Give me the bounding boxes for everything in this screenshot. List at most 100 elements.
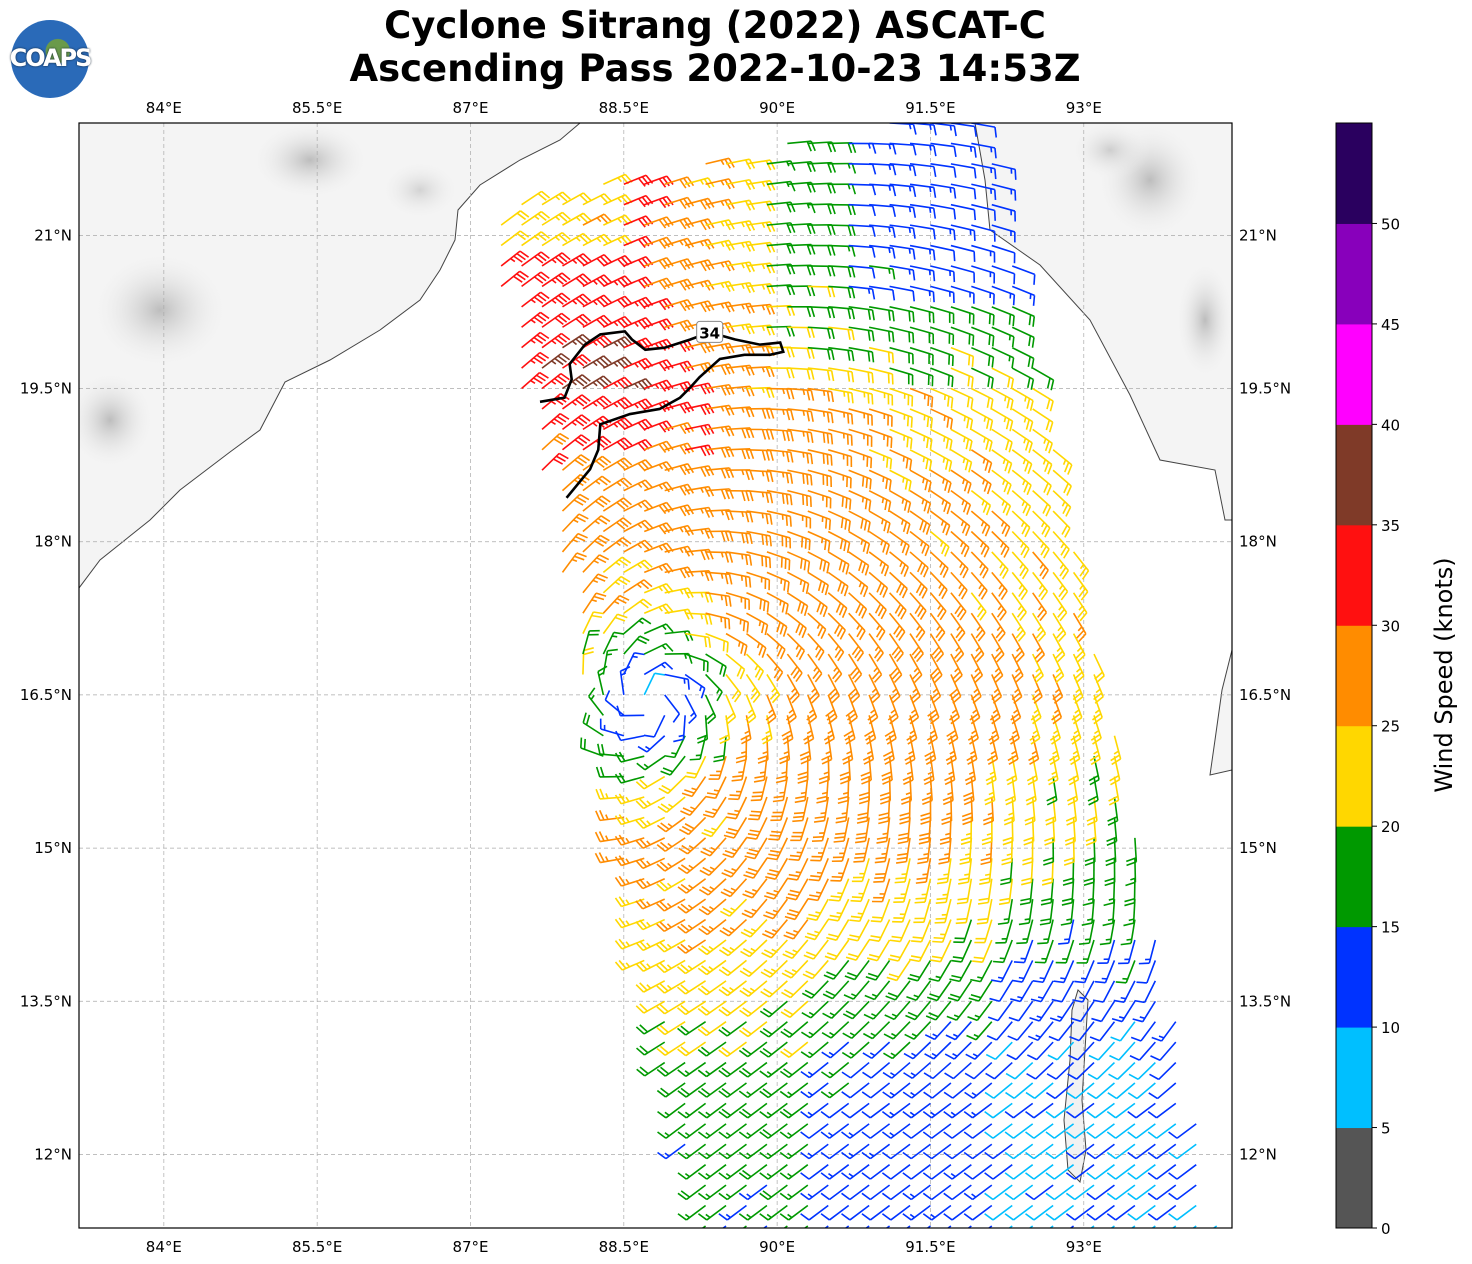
wind-barb: [914, 878, 932, 904]
barb-feather: [882, 1071, 893, 1079]
barb-half-feather: [1079, 996, 1085, 1000]
barb-half-feather: [1080, 977, 1087, 980]
barb-staff: [1115, 1184, 1136, 1201]
barb-staff: [931, 1184, 952, 1201]
wind-barb: [1037, 919, 1054, 945]
land: [79, 123, 1232, 1184]
wind-barb: [884, 1000, 911, 1021]
barb-feather: [1106, 1213, 1117, 1221]
barb-feather: [938, 857, 950, 861]
barb-staff: [947, 837, 952, 862]
barb-staff: [1176, 1184, 1197, 1201]
barb-half-feather: [829, 1012, 835, 1017]
barb-half-feather: [984, 873, 991, 877]
barb-staff: [1078, 1021, 1095, 1042]
barb-half-feather: [666, 984, 672, 990]
wind-barb: [718, 1164, 747, 1180]
wind-barb: [1127, 1204, 1156, 1221]
wind-barb: [800, 1082, 829, 1099]
barb-half-feather: [910, 1091, 916, 1097]
barb-staff: [1176, 1123, 1197, 1139]
barb-feather: [820, 1110, 830, 1119]
barb-feather: [951, 974, 962, 979]
barb-feather: [936, 897, 948, 901]
barb-feather: [845, 1010, 856, 1017]
barb-feather: [910, 955, 922, 959]
barb-feather: [1147, 1192, 1158, 1201]
barb-half-feather: [779, 600, 782, 606]
wind-barb: [923, 1082, 952, 1099]
barb-feather: [765, 911, 776, 917]
barb-feather: [1106, 1151, 1117, 1160]
barb-feather: [1061, 901, 1073, 906]
wind-barb: [697, 959, 727, 976]
barb-feather: [841, 1051, 852, 1059]
barb-feather: [1127, 1151, 1137, 1160]
barb-feather: [826, 971, 837, 977]
wind-barb: [951, 939, 973, 963]
barb-feather: [998, 901, 1010, 906]
wind-barb: [913, 898, 932, 924]
barb-feather: [1065, 1151, 1076, 1160]
wind-barb: [759, 1061, 788, 1078]
barb-staff: [1034, 1082, 1054, 1099]
barb-feather: [659, 881, 669, 890]
barb-half-feather: [802, 431, 805, 437]
wind-barb: [740, 919, 768, 938]
barb-half-feather: [1139, 1016, 1146, 1020]
wind-barb: [1004, 1143, 1034, 1160]
barb-feather: [1147, 1172, 1158, 1180]
barb-staff: [1091, 899, 1095, 924]
barb-feather: [822, 1012, 833, 1019]
barb-feather: [801, 992, 812, 999]
barb-feather: [742, 1027, 752, 1035]
wind-barb: [842, 1021, 870, 1040]
barb-staff: [869, 1184, 891, 1201]
wind-barb: [800, 1164, 829, 1180]
wind-barb: [843, 980, 870, 1000]
barb-half-feather: [678, 734, 684, 738]
barb-half-feather: [731, 848, 738, 852]
wind-barb: [917, 837, 932, 865]
wind-barb: [677, 1021, 707, 1036]
barb-feather: [801, 1011, 812, 1019]
barb-staff: [932, 1061, 952, 1080]
wind-barb: [718, 959, 747, 977]
barb-half-feather: [705, 1213, 711, 1219]
barb-feather: [752, 791, 764, 794]
barb-staff: [1014, 1061, 1034, 1080]
barb-feather: [719, 949, 729, 957]
barb-feather: [788, 858, 799, 861]
barb-feather: [701, 1087, 711, 1096]
barb-feather: [1039, 922, 1051, 926]
barb-feather: [1129, 1055, 1140, 1061]
barb-feather: [768, 838, 779, 841]
barb-feather: [1042, 877, 1053, 882]
wind-barb: [820, 1102, 850, 1119]
barb-feather: [1127, 1131, 1137, 1139]
barb-feather: [750, 810, 762, 813]
barb-feather: [914, 901, 926, 904]
barb-feather: [779, 1070, 790, 1079]
barb-feather: [802, 473, 805, 484]
wind-barb: [1016, 919, 1034, 945]
barb-feather: [635, 1047, 645, 1056]
barb-feather: [1151, 1036, 1162, 1042]
wind-barb: [677, 1082, 707, 1098]
barb-feather: [639, 961, 648, 970]
barb-staff: [1008, 878, 1014, 903]
wind-barb: [1025, 1164, 1054, 1180]
barb-feather: [746, 836, 757, 840]
coaps-logo: COAPS: [10, 20, 92, 98]
barb-feather: [1019, 901, 1031, 906]
barb-feather: [656, 1068, 666, 1077]
barb-staff: [992, 1184, 1013, 1201]
barb-half-feather: [1066, 918, 1072, 921]
wind-barb: [1047, 1041, 1075, 1061]
barb-feather: [718, 1008, 728, 1017]
barb-feather: [680, 923, 690, 932]
wind-barb: [854, 817, 870, 844]
wind-barb: [865, 959, 891, 981]
wind-barb: [698, 918, 727, 936]
barb-staff: [1075, 1082, 1095, 1100]
